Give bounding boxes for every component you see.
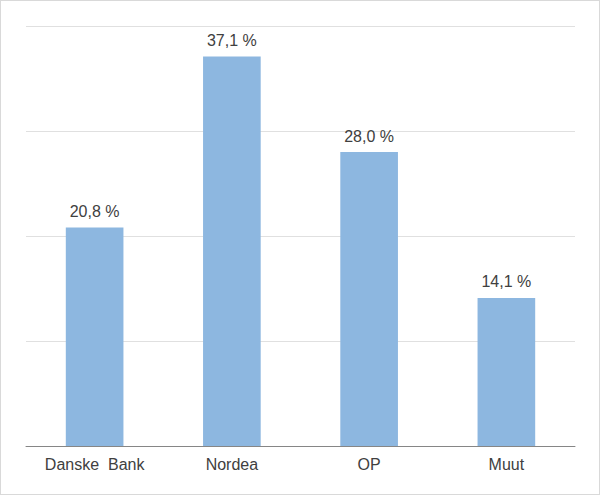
svg-text:28,0 %: 28,0 % <box>344 128 394 145</box>
svg-text:Muut: Muut <box>489 456 525 473</box>
svg-text:20,8 %: 20,8 % <box>70 203 120 220</box>
svg-text:Danske Bank: Danske Bank <box>45 456 146 473</box>
svg-text:37,1 %: 37,1 % <box>207 32 257 49</box>
svg-text:14,1 %: 14,1 % <box>481 273 531 290</box>
svg-text:Nordea: Nordea <box>206 456 259 473</box>
svg-text:OP: OP <box>358 456 381 473</box>
